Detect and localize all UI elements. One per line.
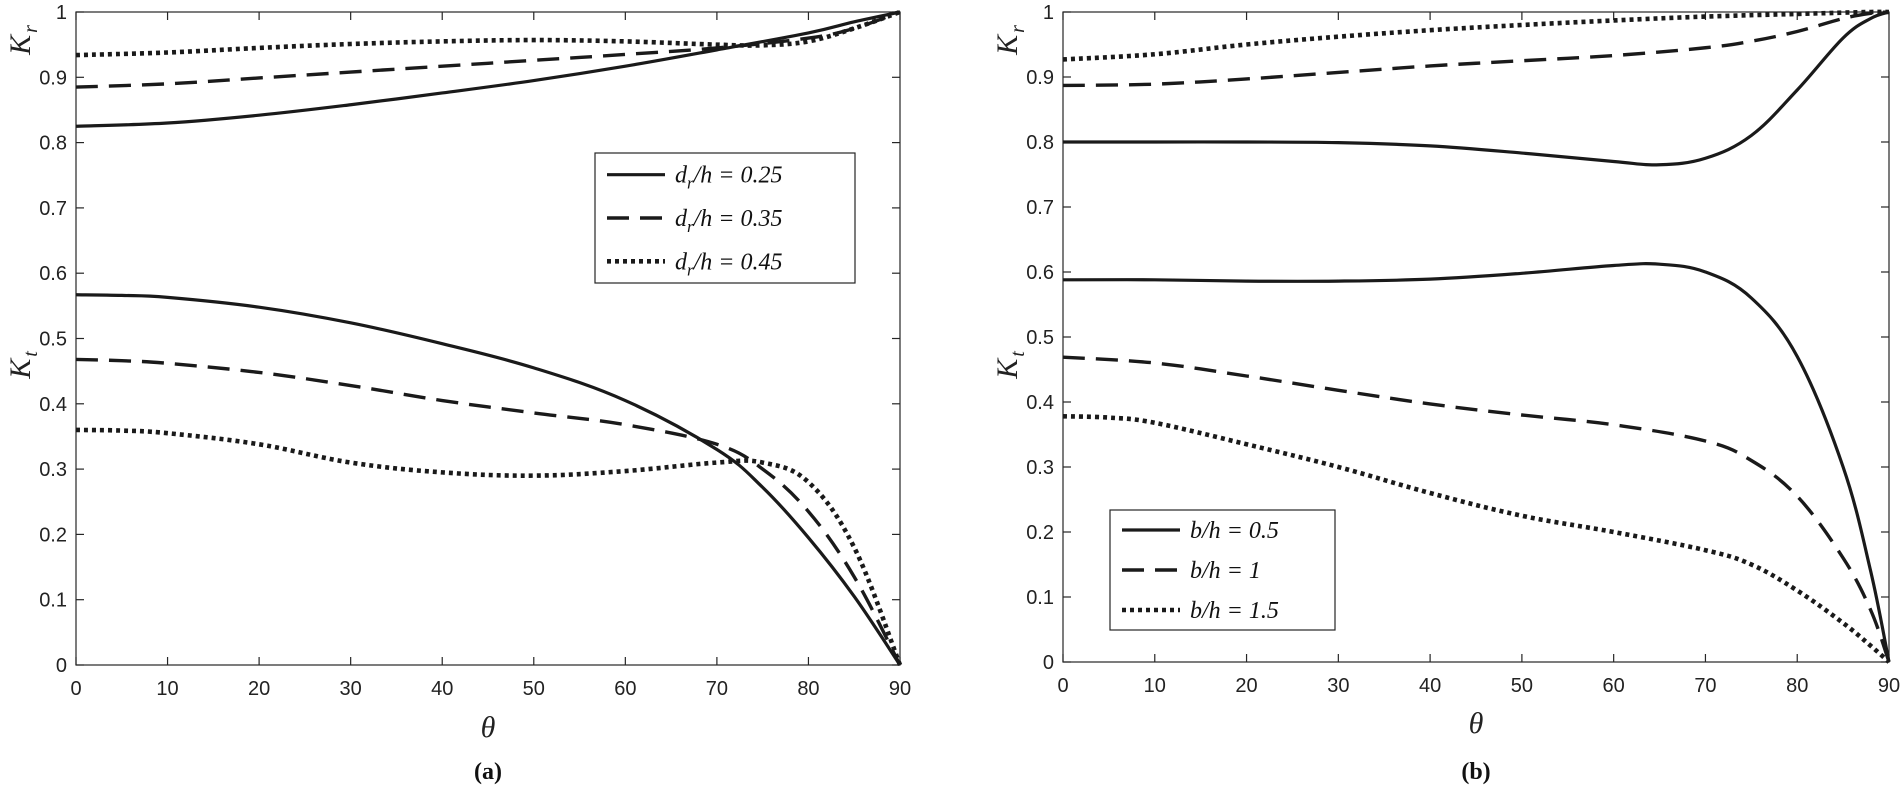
panel-a: 0 10 20 30 40 50 60 70 80 90 0 0.1 0.2 0.3 0.4 0.5 0.6 0.… [4,2,911,785]
y-tick-label: 0 [1043,652,1054,674]
series-line [1063,10,1890,167]
y-tick-label: 0.1 [39,590,67,612]
y-tick-label: 0.8 [1026,132,1054,154]
y-tick-label: 0.2 [39,524,67,546]
series-line [1062,10,1890,88]
y-tick-label: 0.7 [39,198,67,220]
x-tick-label: 0 [1057,675,1068,697]
x-tick-label: 30 [340,678,362,700]
series-line [1062,262,1891,663]
y-axis-label: Kt [991,351,1029,380]
x-tick-label: 10 [1144,675,1166,697]
y-tick-label: 0.1 [1026,587,1054,609]
x-tick-label: 70 [706,678,728,700]
y-tick-label: 0.3 [1026,457,1054,479]
x-tick-label: 20 [1235,675,1257,697]
y-tick-label: 0.6 [39,263,67,285]
x-tick-label: 0 [70,678,81,700]
panel-caption: (a) [474,759,502,785]
x-tick-label: 60 [614,678,636,700]
y-tick-label: 0.2 [1026,522,1054,544]
y-tick-label: 1 [56,2,67,24]
x-tick-label: 80 [1786,675,1808,697]
x-tick-label: 30 [1327,675,1349,697]
x-axis-label: θ [481,711,496,744]
y-tick-label: 0.7 [1026,197,1054,219]
series-line [1062,414,1891,664]
y-axis-label: Kr [991,25,1029,56]
y-tick-label: 1 [1043,2,1054,24]
x-tick-label: 70 [1694,675,1716,697]
y-tick-label: 0.4 [1026,392,1054,414]
y-tick-label: 0.9 [1026,67,1054,89]
x-tick-label: 40 [1419,675,1441,697]
legend-label: dr/h = 0.25 [675,163,783,193]
y-tick-label: 0.5 [39,329,67,351]
series-line [1062,9,1890,62]
legend-label: dr/h = 0.45 [675,249,783,279]
panel-b: 0 10 20 30 40 50 60 70 80 90 0 0.1 0.2 0.3 0.4 0.5 0.6 0.… [991,2,1900,785]
x-tick-label: 20 [248,678,270,700]
panel-caption: (b) [1461,759,1490,785]
legend-label: b/h = 0.5 [1190,518,1279,544]
series-line [75,9,901,58]
series-line [75,10,901,89]
y-tick-label: 0.6 [1026,262,1054,284]
series-line [75,293,902,666]
y-tick-label: 0.3 [39,459,67,481]
series-line [1062,355,1891,663]
x-tick-label: 40 [431,678,453,700]
series-line [75,10,901,128]
x-axis-label: θ [1469,707,1484,740]
y-tick-label: 0.4 [39,394,67,416]
x-tick-label: 90 [889,678,911,700]
series-line [75,427,903,666]
series-line [75,357,902,666]
legend-label: b/h = 1 [1190,558,1261,584]
legend-label: dr/h = 0.35 [675,206,783,236]
plot-frame [75,11,901,666]
x-tick-label: 60 [1603,675,1625,697]
y-tick-label: 0.8 [39,133,67,155]
x-tick-label: 50 [1511,675,1533,697]
y-axis-label: Kr [4,25,42,56]
x-tick-label: 90 [1878,675,1900,697]
y-tick-label: 0 [56,655,67,677]
y-axis-label: Kt [4,351,42,380]
y-tick-label: 0.5 [1026,327,1054,349]
y-tick-label: 0.9 [39,67,67,89]
x-tick-label: 50 [523,678,545,700]
x-tick-label: 80 [797,678,819,700]
legend-label: b/h = 1.5 [1190,598,1279,624]
x-tick-label: 10 [156,678,178,700]
